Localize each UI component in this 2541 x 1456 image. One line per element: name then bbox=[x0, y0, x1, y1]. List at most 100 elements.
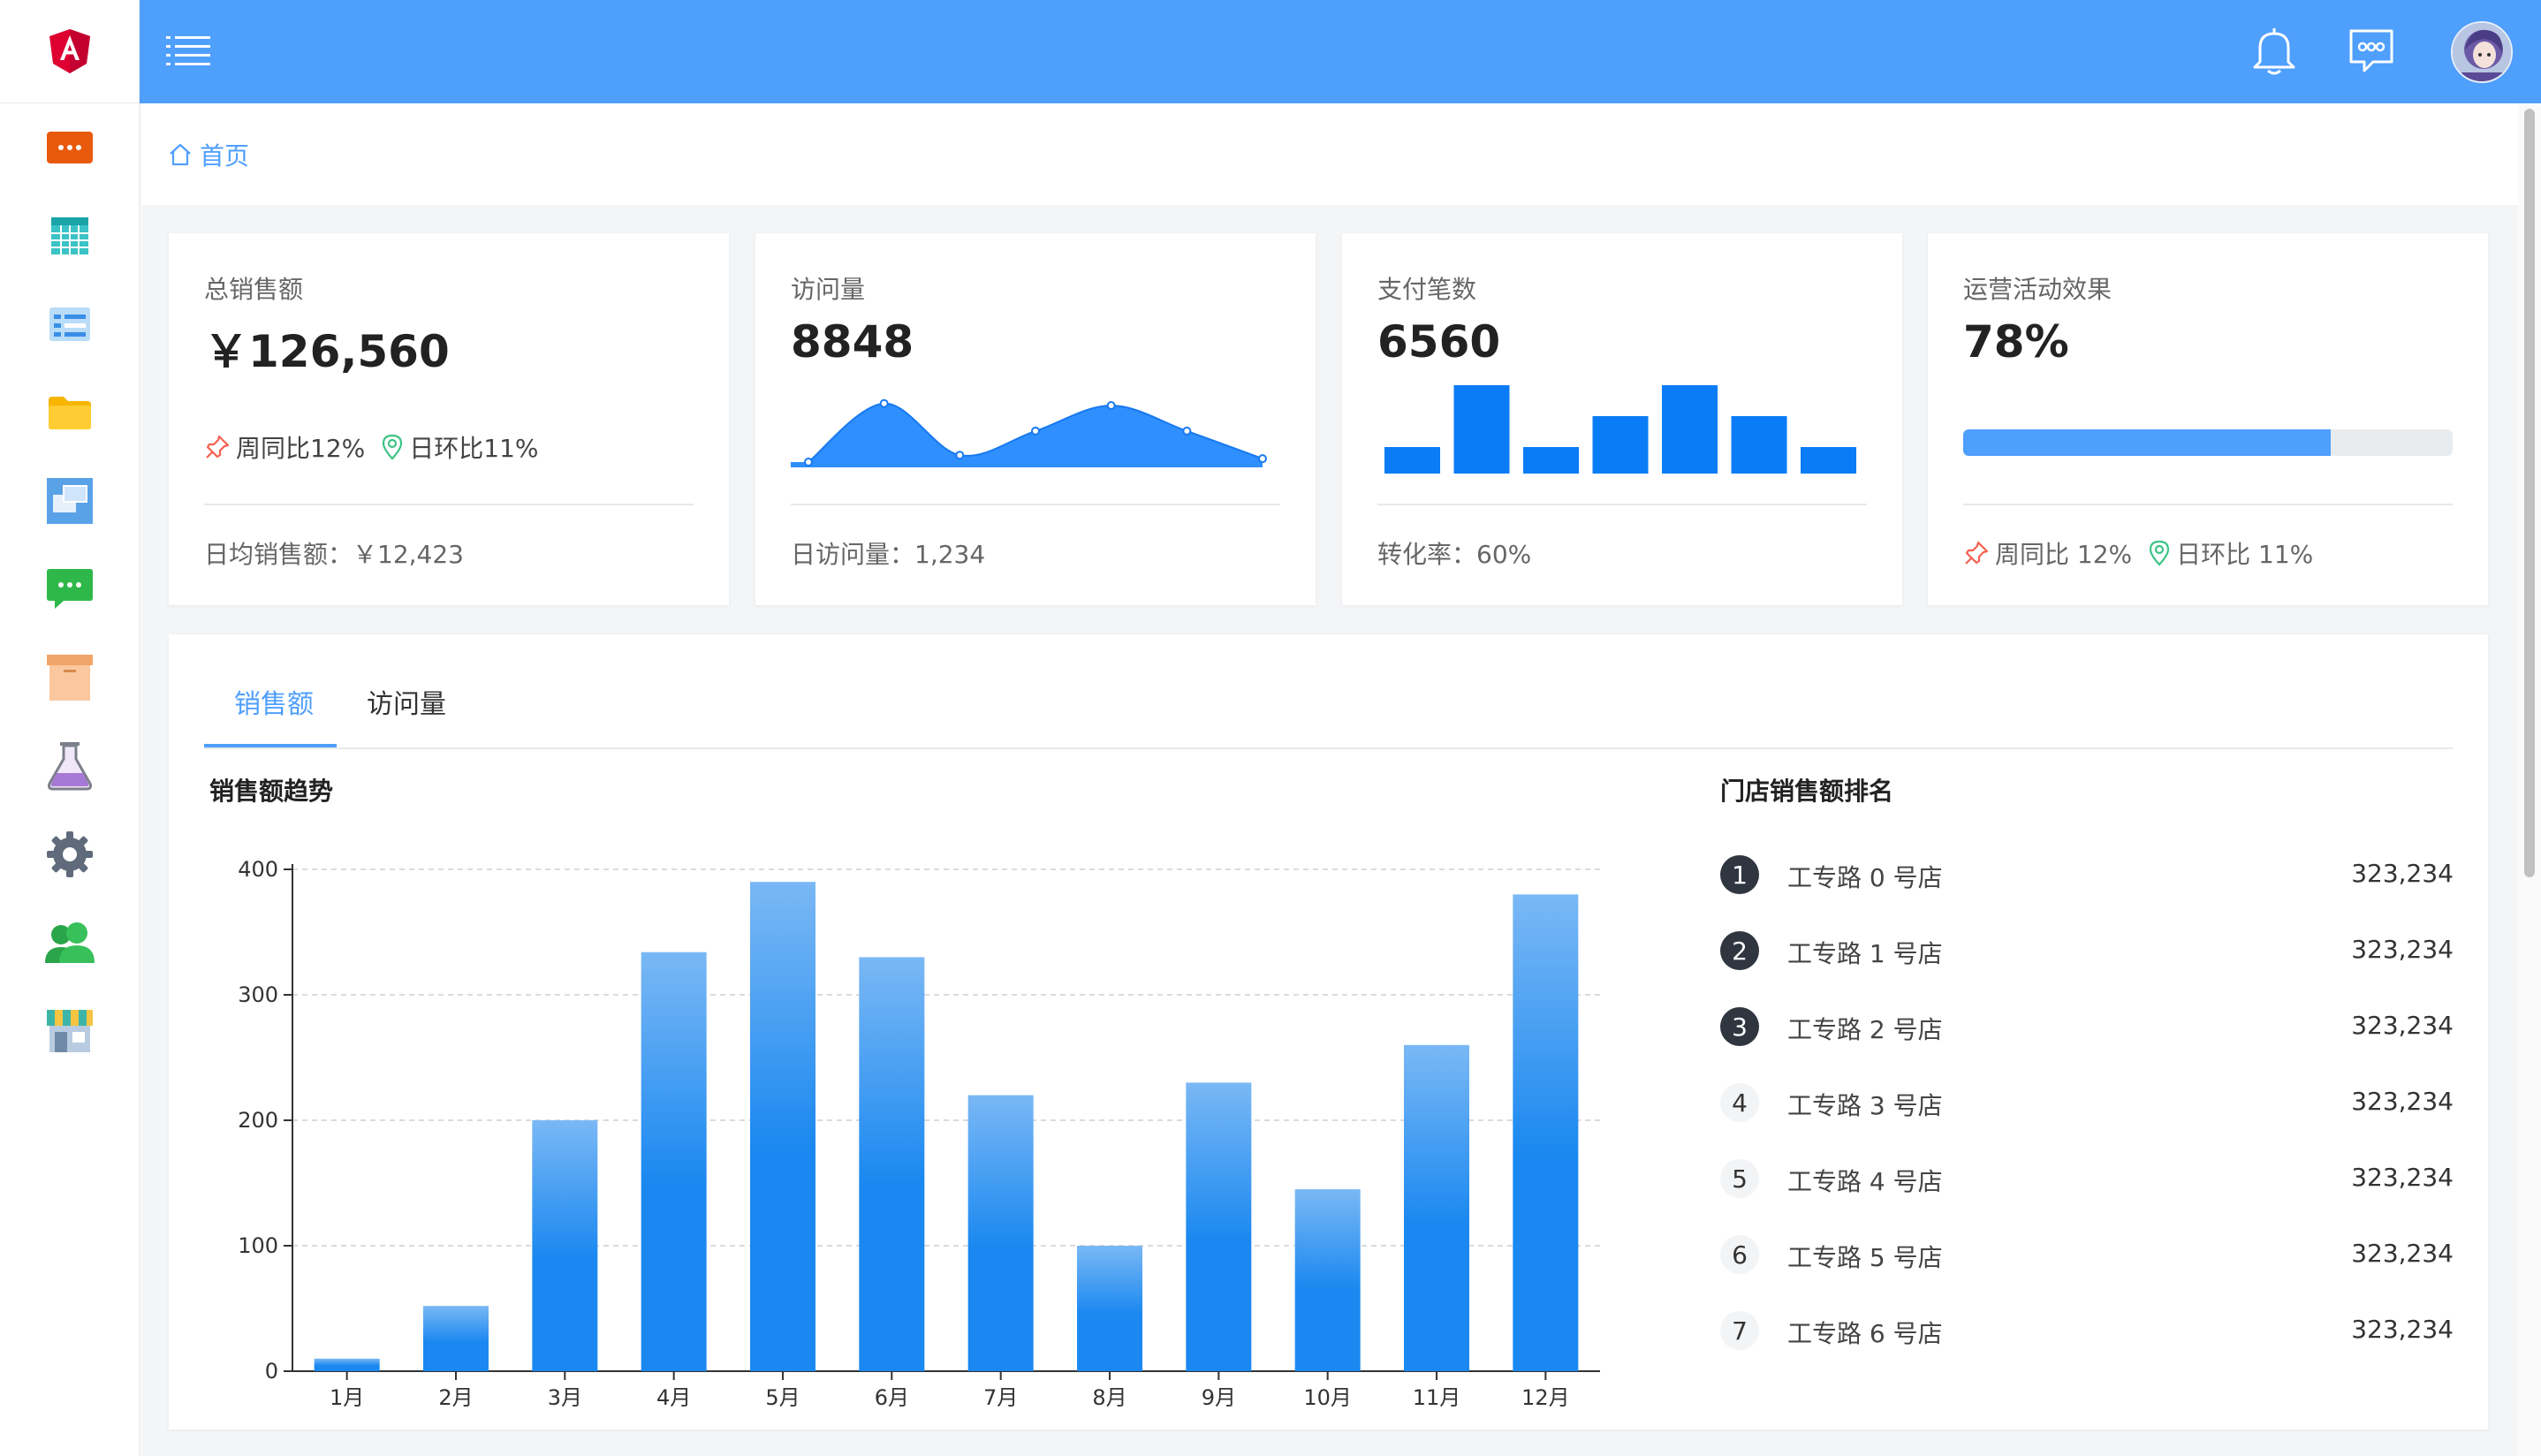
x-tick-label: 8月 bbox=[1092, 1385, 1126, 1410]
x-tick-label: 12月 bbox=[1521, 1385, 1570, 1410]
sidebar-item-archive[interactable] bbox=[0, 633, 139, 722]
mini-bar bbox=[1453, 385, 1510, 474]
card-footer: 转化率：60% bbox=[1377, 540, 1532, 569]
bar-3月 bbox=[532, 1120, 598, 1371]
y-tick-label: 100 bbox=[238, 1233, 278, 1258]
sales-panel: 销售额 访问量 销售额趋势 0 100 200 300 400 1月 2月 3月 4月 5月 6月 7… bbox=[169, 634, 2488, 1429]
card-divider bbox=[1377, 504, 1867, 505]
store-sales-value: 323,234 bbox=[2351, 1163, 2454, 1192]
sidebar-item-folder[interactable] bbox=[0, 368, 139, 457]
y-tick-label: 300 bbox=[238, 982, 278, 1007]
page-scrollbar[interactable] bbox=[2518, 103, 2541, 1456]
ranking-row: 5 工专路 4 号店 323,234 bbox=[1720, 1150, 2454, 1226]
rank-number: 4 bbox=[1720, 1083, 1759, 1122]
x-tick-label: 2月 bbox=[438, 1385, 473, 1410]
mini-bar bbox=[1662, 385, 1718, 474]
sidebar-item-chat[interactable] bbox=[0, 545, 139, 633]
table-grid-icon bbox=[50, 217, 88, 254]
rank-number: 7 bbox=[1720, 1311, 1759, 1350]
tab-sales[interactable]: 销售额 bbox=[234, 689, 314, 720]
ranking-row: 2 工专路 1 号店 323,234 bbox=[1720, 922, 2454, 998]
bar-12月 bbox=[1513, 894, 1579, 1371]
sparkline-point bbox=[1031, 426, 1040, 436]
card-total-sales: 总销售额 ￥126,560 周同比12% 日环比11% 日均销售额：￥12,42… bbox=[169, 233, 729, 605]
card-payments: 支付笔数 6560 转化率：60% bbox=[1342, 233, 1902, 605]
chart-title: 销售额趋势 bbox=[209, 777, 334, 806]
message-icon[interactable] bbox=[2348, 28, 2394, 74]
users-icon bbox=[44, 922, 95, 963]
sidebar-item-store[interactable] bbox=[0, 987, 139, 1075]
y-tick-label: 0 bbox=[265, 1359, 278, 1384]
card-title: 访问量 bbox=[791, 275, 866, 304]
bar-4月 bbox=[641, 952, 707, 1371]
gear-icon bbox=[46, 831, 93, 877]
progress-fill bbox=[1963, 429, 2331, 456]
home-icon bbox=[170, 143, 191, 166]
menu-toggle-icon[interactable] bbox=[166, 34, 212, 69]
sidebar-item-settings[interactable] bbox=[0, 810, 139, 899]
chat-bubble-icon bbox=[46, 569, 93, 609]
y-tick-label: 400 bbox=[238, 857, 278, 882]
store-name: 工专路 1 号店 bbox=[1787, 939, 1943, 968]
store-name: 工专路 0 号店 bbox=[1787, 863, 1943, 892]
bar-10月 bbox=[1294, 1189, 1361, 1371]
sparkline-area bbox=[791, 403, 1263, 467]
scrollbar-thumb[interactable] bbox=[2524, 109, 2535, 877]
card-value: 6560 bbox=[1377, 316, 1501, 368]
x-tick-label: 1月 bbox=[330, 1385, 364, 1410]
sidebar-item-more[interactable] bbox=[0, 103, 139, 192]
sidebar-item-windows[interactable] bbox=[0, 457, 139, 545]
pin-icon bbox=[1965, 541, 1989, 565]
bell-icon[interactable] bbox=[2251, 27, 2297, 76]
sidebar-item-lab[interactable] bbox=[0, 722, 139, 810]
top-header bbox=[140, 0, 2541, 103]
rank-number: 1 bbox=[1720, 855, 1759, 894]
card-value: ￥126,560 bbox=[204, 326, 450, 377]
form-card-icon bbox=[49, 307, 90, 341]
x-tick-label: 5月 bbox=[765, 1385, 800, 1410]
payments-mini-bar-chart bbox=[1384, 385, 1856, 474]
rank-number: 3 bbox=[1720, 1007, 1759, 1046]
store-icon bbox=[46, 1010, 93, 1052]
archive-box-icon bbox=[46, 655, 93, 701]
card-title: 总销售额 bbox=[204, 275, 304, 304]
angular-logo-icon bbox=[49, 29, 90, 73]
bar-1月 bbox=[314, 1358, 380, 1371]
location-icon bbox=[2150, 540, 2170, 566]
sparkline-point bbox=[1106, 401, 1116, 411]
ranking-row: 4 工专路 3 号店 323,234 bbox=[1720, 1074, 2454, 1150]
card-operations: 运营活动效果 78% 周同比 12% 日环比 11% bbox=[1928, 233, 2488, 605]
breadcrumb-home[interactable]: 首页 bbox=[200, 141, 250, 171]
rank-number: 5 bbox=[1720, 1159, 1759, 1198]
y-tick-label: 200 bbox=[238, 1108, 278, 1133]
flask-icon bbox=[47, 742, 92, 791]
store-name: 工专路 6 号店 bbox=[1787, 1319, 1943, 1348]
x-tick-label: 7月 bbox=[983, 1385, 1018, 1410]
mini-bar bbox=[1523, 447, 1579, 474]
sidebar-item-users[interactable] bbox=[0, 899, 139, 987]
sidebar bbox=[0, 0, 140, 1456]
store-name: 工专路 2 号店 bbox=[1787, 1015, 1943, 1044]
trend-dod: 日环比11% bbox=[409, 434, 539, 463]
card-title: 支付笔数 bbox=[1377, 275, 1477, 304]
bar-6月 bbox=[859, 957, 925, 1371]
app-logo[interactable] bbox=[0, 0, 139, 103]
sparkline-point bbox=[955, 451, 965, 460]
avatar[interactable] bbox=[2451, 21, 2513, 83]
x-tick-label: 11月 bbox=[1413, 1385, 1461, 1410]
card-footer: 日均销售额：￥12,423 bbox=[204, 540, 464, 569]
card-value: 8848 bbox=[791, 316, 914, 368]
x-tick-label: 3月 bbox=[548, 1385, 582, 1410]
sidebar-item-form[interactable] bbox=[0, 280, 139, 368]
ranking-row: 1 工专路 0 号店 323,234 bbox=[1720, 846, 2454, 922]
breadcrumb[interactable]: 首页 bbox=[168, 137, 249, 172]
card-footer: 日访问量：1,234 bbox=[791, 540, 986, 569]
card-value: 78% bbox=[1963, 316, 2069, 368]
trend-yoy: 周同比 12% bbox=[1995, 540, 2133, 569]
windows-icon bbox=[46, 478, 93, 524]
tab-visits[interactable]: 访问量 bbox=[367, 689, 446, 720]
more-dots-icon bbox=[46, 132, 93, 163]
sidebar-item-table[interactable] bbox=[0, 192, 139, 280]
sales-trend-chart: 0 100 200 300 400 1月 2月 3月 4月 5月 6月 7月 8月 9月 10月 11月 12月 bbox=[238, 857, 1600, 1410]
folder-icon bbox=[48, 397, 91, 429]
